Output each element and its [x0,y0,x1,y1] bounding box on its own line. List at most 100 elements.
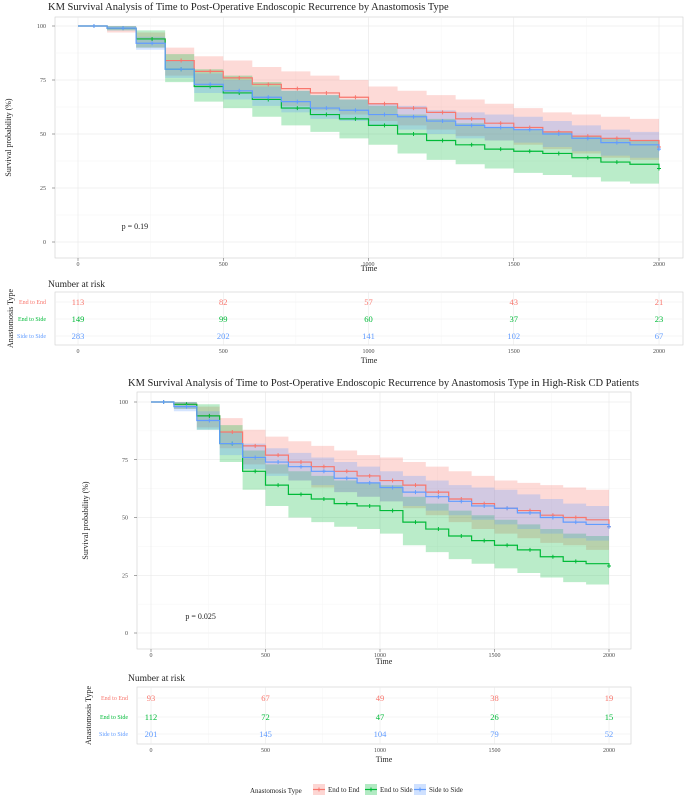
risk-row-label: End to End [19,300,46,306]
risk-count: 43 [510,297,519,307]
censor-mark [436,527,441,532]
censor-mark [91,24,96,28]
censor-mark [321,464,326,469]
risk-count: 112 [145,712,157,722]
censor-mark [573,515,578,520]
risk-x-tick-label: 1000 [363,349,375,355]
risk-count: 52 [605,729,614,739]
x-tick-label: 0 [77,262,80,268]
ci-band-end-to-side [78,26,659,188]
censor-mark [324,90,329,95]
censor-mark [411,132,416,136]
censor-mark [298,492,303,497]
x-axis-label: Time [376,657,393,666]
y-axis-label: Survival probability (%) [4,98,13,177]
risk-count: 201 [145,729,158,739]
km-line-side-to-side [151,401,610,527]
censor-mark [614,160,619,165]
x-tick-label: 500 [219,262,228,268]
risk-count: 60 [364,314,373,324]
censor-mark [657,147,661,152]
censor-mark [344,469,349,474]
censor-mark [276,453,281,458]
censor-mark [657,166,661,171]
chart-title: KM Survival Analysis of Time to Post-Ope… [48,2,449,13]
censor-mark [436,494,441,499]
x-tick-label: 2000 [603,653,615,659]
risk-count: 38 [490,693,499,703]
legend-key-mark [418,787,422,792]
censor-mark [482,538,487,543]
censor-mark [230,441,235,446]
censor-mark [295,99,300,104]
risk-y-axis-label: Anastomosis Type [84,686,93,746]
risk-count: 19 [605,693,614,703]
km-chart-2: KM Survival Analysis of Time to Post-Ope… [81,378,639,764]
ci-band-end-to-end [78,26,659,167]
risk-y-axis-label: Anastomosis Type [6,289,15,349]
censor-mark [324,106,329,111]
risk-count: 47 [376,712,385,722]
censor-mark [411,114,416,119]
legend-label: Side to Side [429,786,463,794]
censor-mark [436,490,441,495]
risk-table-title: Number at risk [128,674,185,684]
risk-x-tick-label: 500 [219,349,228,355]
censor-mark [353,95,358,100]
risk-count: 99 [219,314,228,324]
risk-x-tick-label: 0 [77,349,80,355]
risk-count: 79 [490,729,499,739]
plot-panel [54,16,684,259]
p-value: p = 0.025 [185,612,216,621]
censor-mark [585,155,590,160]
risk-count: 67 [655,331,664,341]
censor-mark [266,82,271,87]
risk-count: 102 [507,331,520,341]
risk-count: 93 [147,693,156,703]
risk-count: 57 [364,297,373,307]
censor-mark [276,483,281,488]
risk-count: 72 [261,712,270,722]
censor-mark [321,469,326,474]
censor-mark [207,418,212,423]
censor-mark [614,140,619,145]
risk-count: 113 [72,297,84,307]
censor-mark [382,101,387,106]
censor-mark [614,136,619,141]
y-tick-label: 25 [122,573,128,579]
risk-x-tick-label: 1500 [489,748,501,754]
x-tick-label: 0 [150,653,153,659]
censor-mark [550,515,555,520]
censor-mark [390,485,395,490]
censor-mark [607,564,611,569]
x-tick-label: 2000 [653,262,665,268]
censor-mark [344,501,349,506]
risk-count: 202 [217,331,230,341]
risk-count: 21 [655,297,664,307]
risk-x-tick-label: 0 [150,748,153,754]
censor-mark [469,116,474,121]
y-tick-label: 100 [37,24,46,30]
censor-mark [208,69,213,74]
censor-mark [440,119,445,124]
censor-mark [459,499,464,504]
censor-mark [344,476,349,481]
km-line-end-to-end [151,401,610,527]
risk-count: 104 [374,729,388,739]
censor-mark [505,543,510,548]
risk-count: 67 [261,693,270,703]
censor-mark [367,480,372,485]
censor-mark [573,559,578,564]
risk-row-label: End to End [101,696,128,702]
censor-mark [556,132,561,136]
censor-mark [413,483,418,488]
censor-mark [150,41,155,46]
censor-mark [253,443,258,448]
y-tick-label: 25 [40,186,46,192]
legend-key-mark [369,787,373,792]
y-tick-label: 50 [40,132,46,138]
risk-count: 23 [655,314,664,324]
risk-count: 26 [490,712,499,722]
censor-mark [367,503,372,508]
